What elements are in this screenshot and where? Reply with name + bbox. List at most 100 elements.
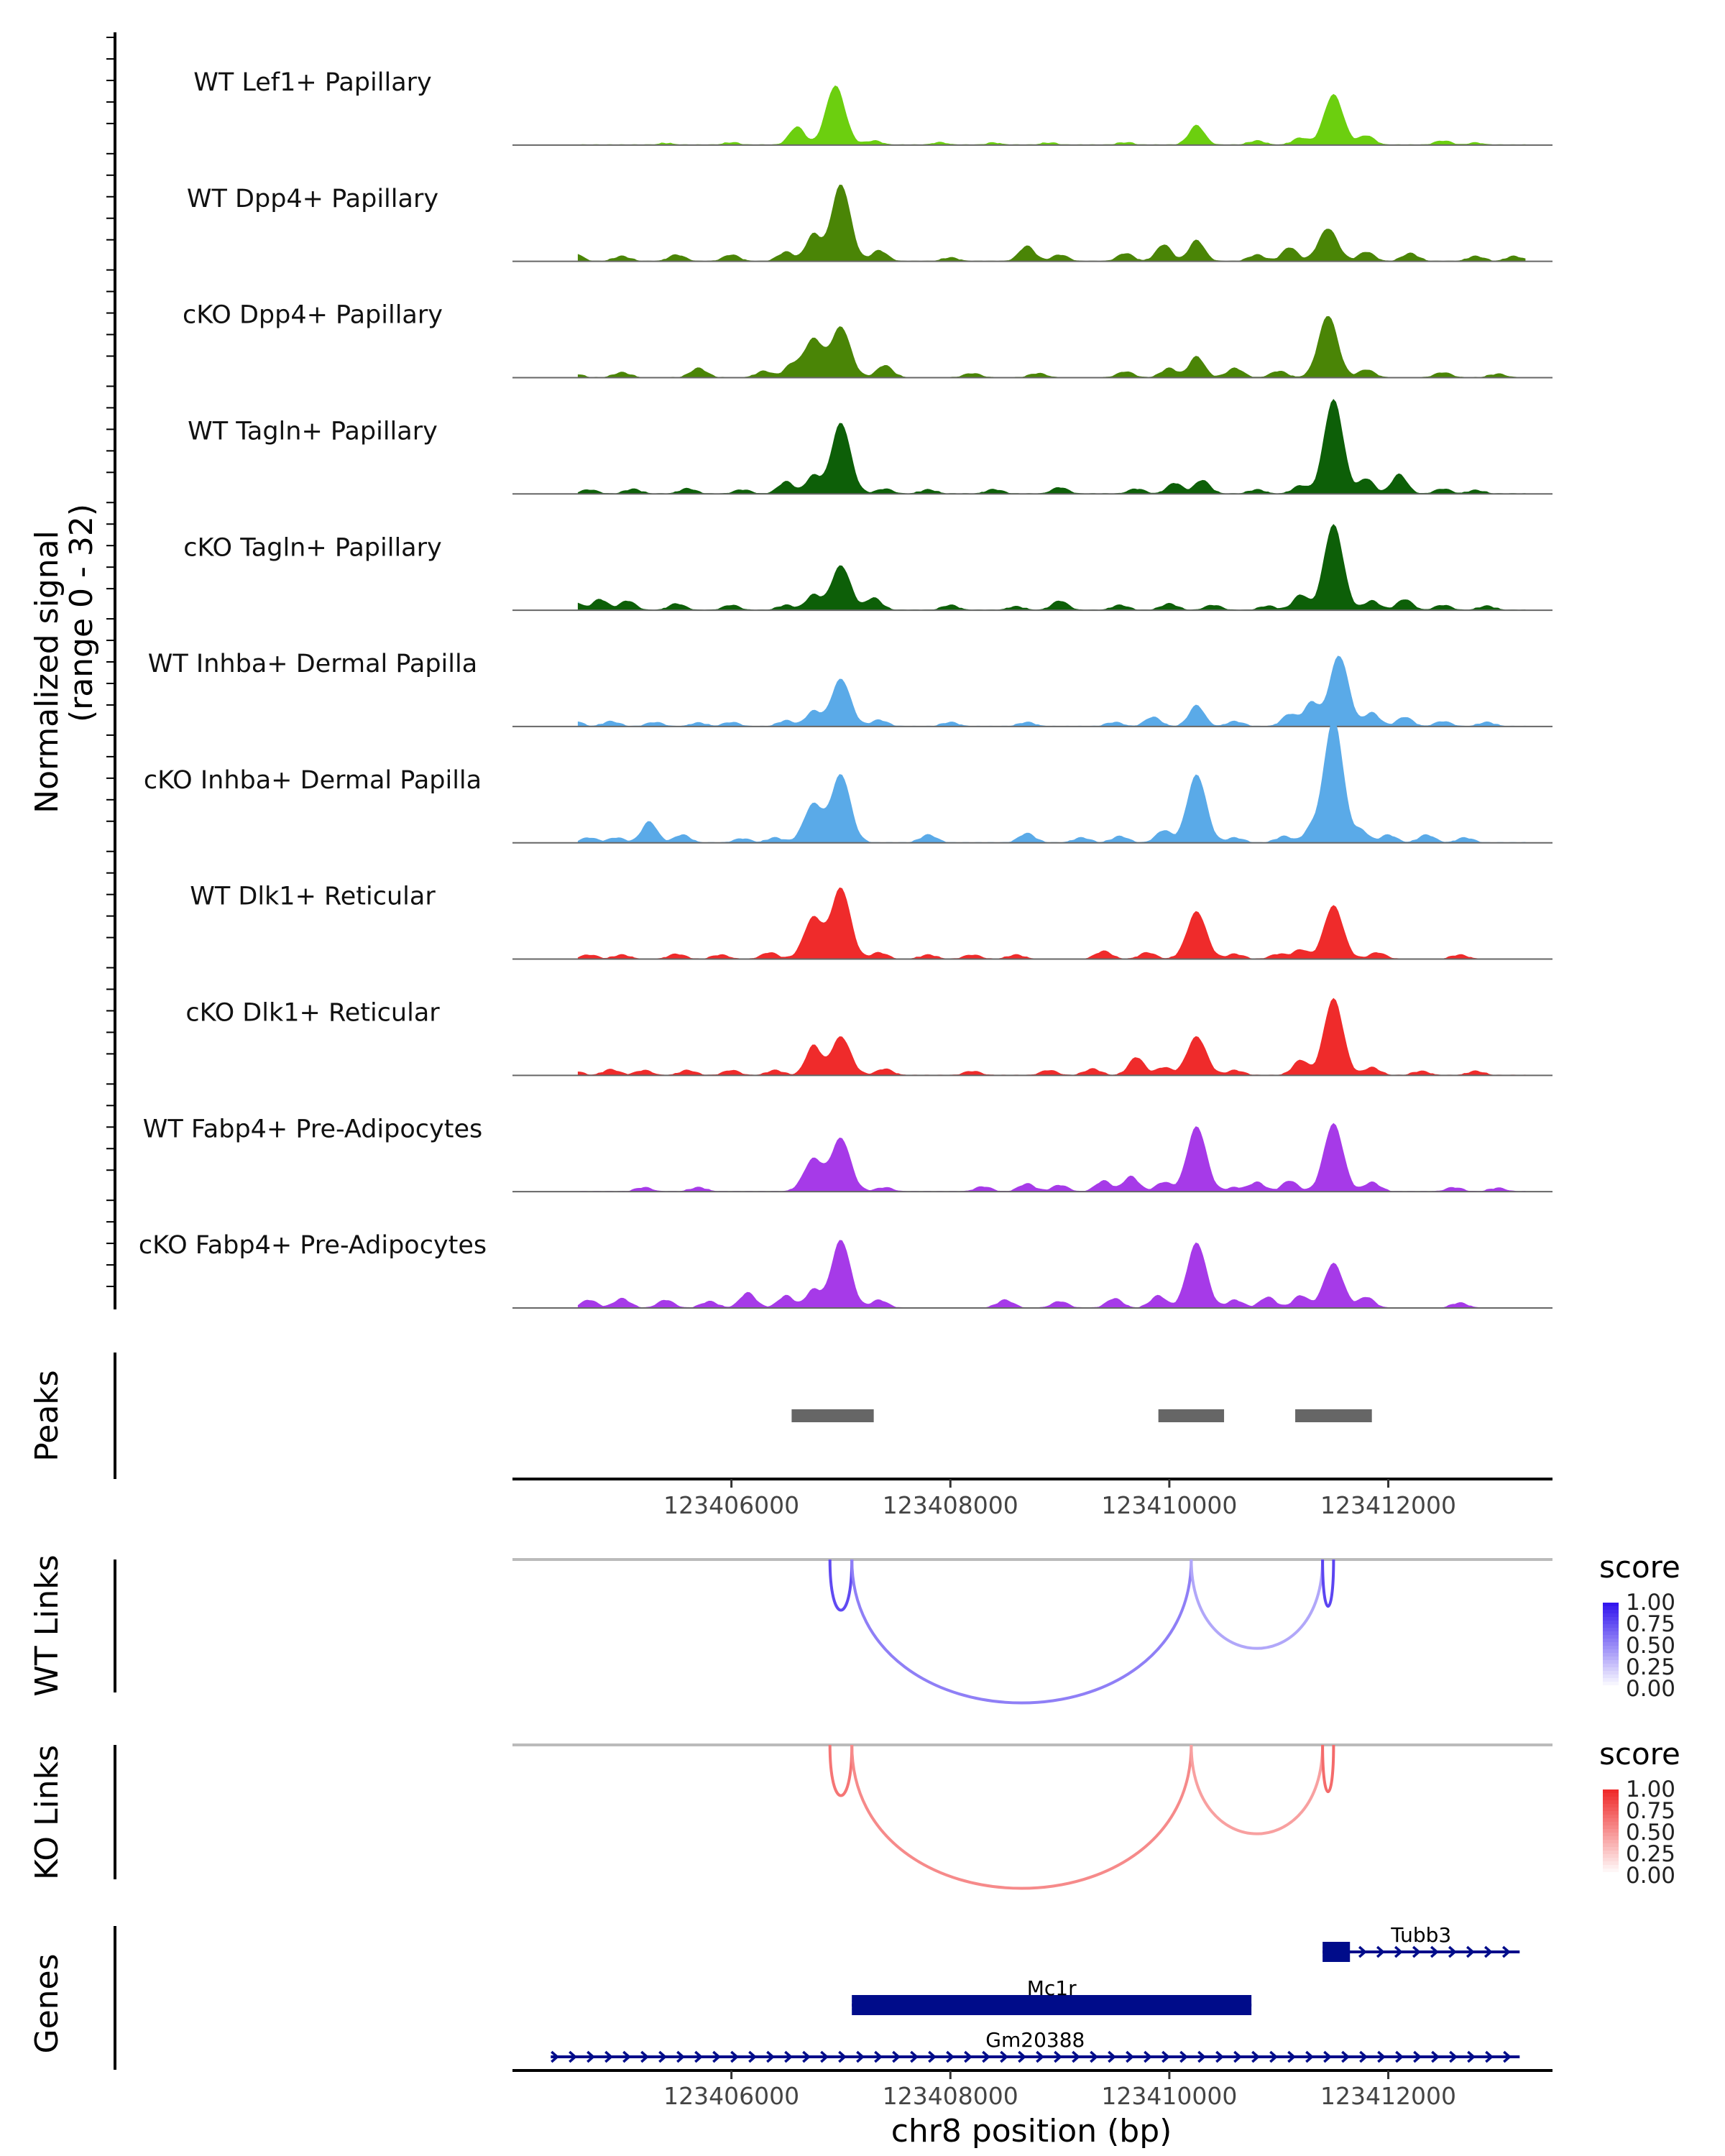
legend-gradient-step xyxy=(1603,1851,1619,1855)
legend-gradient-step xyxy=(1603,1800,1619,1805)
strand-arrow xyxy=(1413,2050,1422,2063)
track-label: cKO Dlk1+ Reticular xyxy=(185,999,440,1028)
strand-arrow xyxy=(1430,1945,1439,1958)
genes-x-tick-label: 123410000 xyxy=(1101,2082,1237,2110)
coverage-area xyxy=(577,998,1526,1076)
strand-arrow xyxy=(1072,2050,1080,2063)
strand-arrow xyxy=(1449,2050,1458,2063)
strand-arrow xyxy=(946,2050,954,2063)
track-label: cKO Tagln+ Papillary xyxy=(183,533,442,562)
legend-gradient-step xyxy=(1603,1804,1619,1808)
coverage-area xyxy=(577,524,1526,611)
legend-gradient-step xyxy=(1603,1624,1619,1628)
legend-gradient-step xyxy=(1603,1657,1619,1661)
legend-gradient-step xyxy=(1603,1635,1619,1639)
legend-gradient-step xyxy=(1603,1685,1619,1690)
link-track xyxy=(114,1558,1552,1705)
strand-arrow xyxy=(658,2050,667,2063)
legend-gradient-step xyxy=(1603,1674,1619,1679)
track-label: WT Dlk1+ Reticular xyxy=(190,883,436,911)
strand-arrow xyxy=(928,2050,937,2063)
strand-arrow xyxy=(1305,2050,1314,2063)
track-label: WT Fabp4+ Pre-Adipocytes xyxy=(143,1115,482,1143)
strand-arrow xyxy=(1341,2050,1350,2063)
y-axis-title-line2: (range 0 - 32) xyxy=(63,504,100,722)
coverage-area xyxy=(577,887,1526,960)
legend-gradient-step xyxy=(1603,1807,1619,1812)
legend-gradient-step xyxy=(1603,1843,1619,1848)
coverage-track: WT Dpp4+ Papillary xyxy=(187,185,1552,262)
strand-arrow xyxy=(1501,1945,1511,1958)
legend-title: score xyxy=(1599,1736,1680,1772)
strand-arrow xyxy=(1179,2050,1188,2063)
coverage-area xyxy=(577,719,1526,844)
legend-gradient-step xyxy=(1603,1606,1619,1611)
strand-arrow xyxy=(1269,2050,1278,2063)
strand-arrow xyxy=(766,2050,775,2063)
strand-arrow xyxy=(730,2050,739,2063)
peaks-track xyxy=(114,1353,1372,1479)
score-legend: score 1.000.750.500.250.00 xyxy=(1599,1549,1680,1702)
link-arc xyxy=(828,1559,854,1612)
legend-gradient-step xyxy=(1603,1617,1619,1621)
legend-tick-label: 0.50 xyxy=(1626,1820,1675,1846)
legend-gradient-step xyxy=(1603,1861,1619,1866)
strand-arrow xyxy=(569,2050,577,2063)
legend-gradient-step xyxy=(1603,1818,1619,1823)
track-label: cKO Fabp4+ Pre-Adipocytes xyxy=(139,1231,487,1260)
strand-arrow xyxy=(1018,2050,1026,2063)
track-label: WT Tagln+ Papillary xyxy=(188,417,438,446)
x-axis: 123406000 123408000 123410000 123412000 xyxy=(512,1478,1552,1519)
gene: Tubb3 xyxy=(1322,1923,1520,1962)
legend-title: score xyxy=(1599,1549,1680,1585)
legend-gradient-step xyxy=(1603,1610,1619,1614)
track-label: WT Inhba+ Dermal Papilla xyxy=(148,650,477,678)
strand-arrow xyxy=(1000,2050,1008,2063)
strand-arrow xyxy=(874,2050,883,2063)
strand-arrow xyxy=(1233,2050,1242,2063)
strand-arrow xyxy=(1144,2050,1152,2063)
legend-tick-label: 0.25 xyxy=(1626,1841,1675,1867)
strand-arrow xyxy=(1090,2050,1098,2063)
genes-track-label: Genes xyxy=(29,1953,65,2053)
strand-arrow xyxy=(676,2050,685,2063)
score-legends: score1.000.750.500.250.00score1.000.750.… xyxy=(1599,1549,1680,1889)
wt-links-track-label: WT Links xyxy=(29,1554,65,1696)
genes-x-tick-label: 123412000 xyxy=(1320,2082,1456,2110)
strand-arrow xyxy=(1197,2050,1206,2063)
coverage-area xyxy=(577,184,1526,262)
link-arc xyxy=(850,1744,1193,1890)
coverage-area xyxy=(577,85,1526,146)
strand-arrow xyxy=(640,2050,649,2063)
x-tick-label: 123408000 xyxy=(883,1491,1018,1519)
coverage-track: WT Dlk1+ Reticular xyxy=(190,883,1552,960)
gene-exon xyxy=(1322,1942,1351,1962)
strand-arrow xyxy=(1377,2050,1386,2063)
strand-arrow xyxy=(1108,2050,1116,2063)
legend-gradient-step xyxy=(1603,1793,1619,1797)
legend-gradient-step xyxy=(1603,1829,1619,1833)
strand-arrow xyxy=(1287,2050,1296,2063)
link-arc xyxy=(850,1559,1193,1705)
legend-gradient-step xyxy=(1603,1822,1619,1826)
legend-gradient-step xyxy=(1603,1682,1619,1686)
strand-arrow xyxy=(748,2050,757,2063)
link-arc xyxy=(1321,1559,1335,1608)
legend-gradient-step xyxy=(1603,1825,1619,1830)
strand-arrow xyxy=(892,2050,901,2063)
strand-arrow xyxy=(964,2050,972,2063)
legend-gradient-step xyxy=(1603,1872,1619,1876)
legend-gradient-step xyxy=(1603,1854,1619,1858)
legend-gradient-step xyxy=(1603,1811,1619,1815)
legend-gradient-step xyxy=(1603,1646,1619,1650)
legend-gradient-step xyxy=(1603,1603,1619,1607)
ko-links-track-label: KO Links xyxy=(29,1745,65,1880)
genes-x-tick-label: 123406000 xyxy=(663,2082,799,2110)
gene-exon xyxy=(852,1995,1252,2015)
strand-arrow xyxy=(1484,1945,1493,1958)
links-tracks xyxy=(114,1558,1552,1890)
strand-arrow xyxy=(856,2050,865,2063)
coverage-track: cKO Fabp4+ Pre-Adipocytes xyxy=(139,1231,1552,1309)
coverage-track: cKO Inhba+ Dermal Papilla xyxy=(144,719,1552,844)
